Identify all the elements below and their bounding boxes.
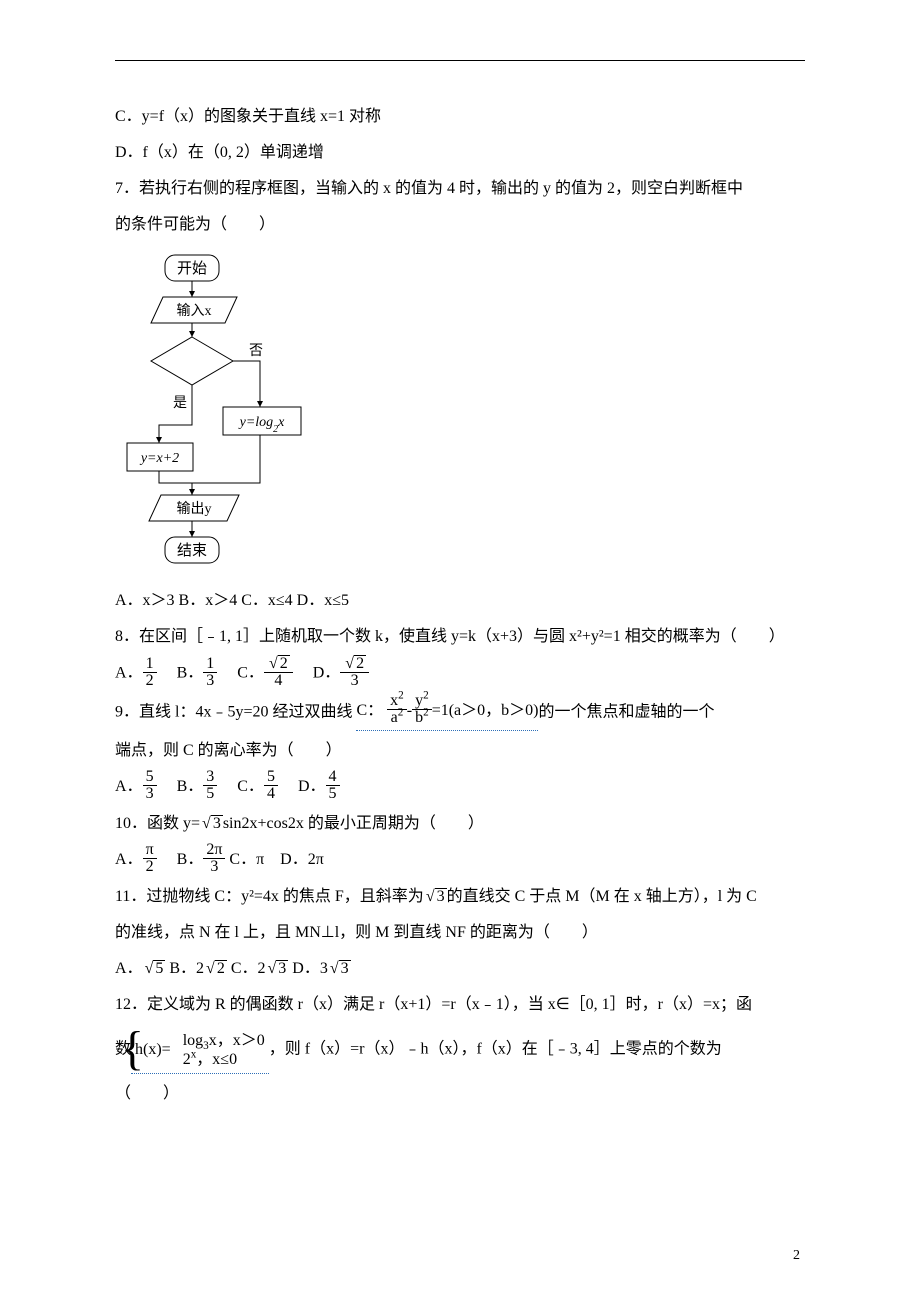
q10-frac-a: π2	[143, 842, 157, 875]
q11-sqrt3-c-icon: 3	[266, 953, 289, 985]
q8-options: A．12 B．13 C．24 D．23	[115, 657, 805, 691]
q10-sqrt3-icon: 3	[200, 808, 223, 840]
q7-stem-1: 7．若执行右侧的程序框图，当输入的 x 的值为 4 时，输出的 y 的值为 2，…	[115, 173, 805, 205]
q12-stem-3: （ ）	[115, 1078, 805, 1110]
q8-frac-d: 23	[340, 655, 369, 689]
q9-frac-y: y2b2	[412, 693, 432, 726]
q11-sqrt5-a-icon: 5	[143, 953, 166, 985]
q11-sqrt3-icon: 3	[424, 881, 447, 913]
q11-opt-c-pre: C．2	[231, 960, 266, 977]
q10-options: A．π2 B．2π3 C．π D．2π	[115, 844, 805, 877]
q9-stem-2: 端点，则 C 的离心率为（ ）	[115, 735, 805, 767]
edge-left-merge	[159, 471, 192, 483]
exam-page: C．y=f（x）的图象关于直线 x=1 对称 D．f（x）在（0, 2）单调递增…	[0, 0, 920, 1110]
q12-stem-2: 数 h(x)={ log3x，x＞0 2x，x≤0 ，则 f（x）=r（x）﹣h…	[115, 1025, 805, 1074]
q8-stem: 8．在区间［﹣1, 1］上随机取一个数 k，使直线 y=k（x+3）与圆 x²+…	[115, 621, 805, 653]
q9-hyperbola-expr: C： x2a2-y2b2=1(a＞0，b＞0)	[356, 695, 538, 731]
q12-piecewise-row1: log3x，x＞0	[175, 1031, 265, 1050]
q8-frac-b: 13	[203, 656, 217, 689]
node-decision	[151, 337, 233, 385]
q12-stem-1: 12．定义域为 R 的偶函数 r（x）满足 r（x+1）=r（x﹣1），当 x∈…	[115, 989, 805, 1021]
q11-stem-2: 的准线，点 N 在 l 上，且 MN⊥l，则 M 到直线 NF 的距离为（ ）	[115, 917, 805, 949]
q8-frac-c: 24	[264, 655, 293, 689]
q11-opt-a-pre: A．	[115, 960, 143, 977]
flowchart-svg: 开始 输入x 否 是 y=log2x y=x+2	[115, 247, 315, 567]
q7-flowchart: 开始 输入x 否 是 y=log2x y=x+2	[115, 247, 805, 579]
q7-options: A．x＞3 B．x＞4 C．x≤4 D．x≤5	[115, 585, 805, 617]
q11-opt-b-pre: B．2	[169, 960, 204, 977]
q11-stem-1: 11．过抛物线 C：y²=4x 的焦点 F，且斜率为3的直线交 C 于点 M（M…	[115, 881, 805, 913]
node-input-label: 输入x	[177, 303, 212, 319]
q11-sqrt3-d-icon: 3	[328, 953, 351, 985]
q11-stem-1-post: 的直线交 C 于点 M（M 在 x 轴上方），l 为 C	[447, 888, 757, 905]
node-output-label: 输出y	[177, 501, 212, 517]
page-number: 2	[793, 1242, 800, 1270]
q10-frac-b: 2π3	[203, 842, 225, 875]
q11-sqrt2-b-icon: 2	[204, 953, 227, 985]
q11-options: A．5 B．22 C．23 D．33	[115, 953, 805, 985]
q12-stem-2-post: ，则 f（x）=r（x）﹣h（x），f（x）在［﹣3, 4］上零点的个数为	[269, 1040, 722, 1057]
edge-cond-right	[233, 361, 260, 407]
q10-stem: 10．函数 y=3sin2x+cos2x 的最小正周期为（ ）	[115, 808, 805, 840]
node-start-label: 开始	[177, 260, 207, 277]
q7-stem-2: 的条件可能为（ ）	[115, 209, 805, 241]
q9-frac-b: 35	[203, 769, 217, 802]
q12-piecewise-row2: 2x，x≤0	[175, 1050, 265, 1069]
q10-stem-pre: 10．函数 y=	[115, 815, 200, 832]
q9-stem-post: 的一个焦点和虚轴的一个	[538, 704, 714, 721]
node-proc-log-label: y=log2x	[238, 415, 286, 435]
q9-frac-c: 54	[264, 769, 278, 802]
q9-frac-x: x2a2	[387, 693, 407, 726]
node-end-label: 结束	[177, 542, 207, 559]
edge-cond-left	[159, 385, 192, 443]
top-divider	[115, 60, 805, 61]
q9-expr-cond: =1(a＞0，b＞0)	[432, 702, 539, 719]
q9-options: A．53 B．35 C．54 D．45	[115, 771, 805, 804]
q6-option-d: D．f（x）在（0, 2）单调递增	[115, 137, 805, 169]
label-yes: 是	[173, 396, 187, 411]
q6-option-c: C．y=f（x）的图象关于直线 x=1 对称	[115, 101, 805, 133]
q11-opt-d-pre: D．3	[292, 960, 328, 977]
label-no: 否	[249, 344, 263, 359]
node-proc-plus-label: y=x+2	[139, 451, 179, 466]
q12-piecewise-expr: h(x)={ log3x，x＞0 2x，x≤0	[131, 1025, 269, 1074]
q10-opts-tail: C．π D．2π	[229, 851, 323, 868]
q9-stem-1: 9．直线 l：4x﹣5y=20 经过双曲线 C： x2a2-y2b2=1(a＞0…	[115, 695, 805, 731]
q8-frac-a: 12	[143, 656, 157, 689]
q9-frac-a: 53	[143, 769, 157, 802]
q9-frac-d: 45	[326, 769, 340, 802]
q11-stem-1-pre: 11．过抛物线 C：y²=4x 的焦点 F，且斜率为	[115, 888, 424, 905]
edge-right-output	[192, 435, 260, 495]
q9-stem-pre: 9．直线 l：4x﹣5y=20 经过双曲线	[115, 704, 352, 721]
q10-stem-post: sin2x+cos2x 的最小正周期为（ ）	[223, 815, 484, 832]
q9-expr-label: C：	[356, 702, 383, 719]
